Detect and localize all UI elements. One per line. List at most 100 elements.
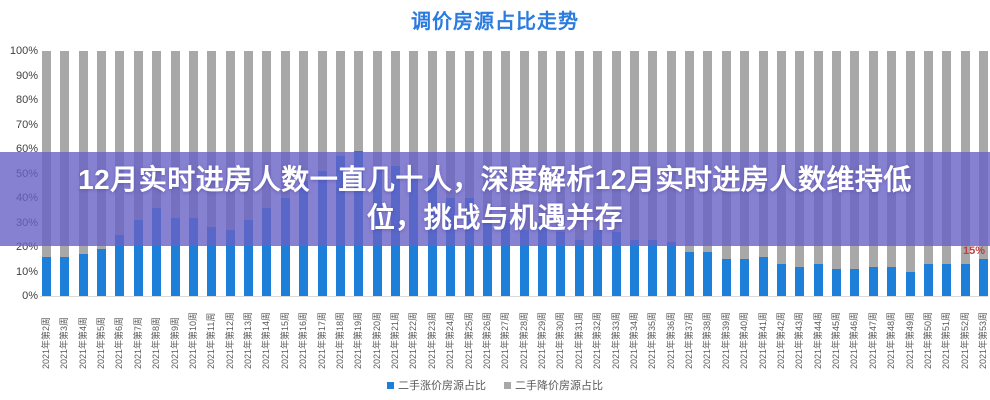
bar-segment-down (409, 51, 419, 179)
bar-segment-up (942, 264, 952, 296)
x-tick-label: 2021年第2周 (41, 316, 51, 369)
x-tick-label: 2021年第41周 (757, 311, 768, 369)
stacked-bar (207, 51, 217, 296)
y-tick-label: 70% (15, 118, 38, 131)
x-tick-label: 2021年第5周 (96, 316, 107, 369)
x-tick-label: 2021年第37周 (684, 311, 695, 369)
bar-segment-down (556, 51, 566, 233)
bar-segment-down (427, 51, 437, 179)
x-tick-label: 2021年第12周 (224, 311, 235, 369)
stacked-bar (629, 51, 639, 296)
x-tick-label: 2021年第53周 (978, 311, 988, 369)
bar-segment-up (868, 266, 878, 296)
bar-segment-down (703, 51, 713, 252)
x-tick-label: 2021年第11周 (206, 312, 217, 369)
chart-title: 调价房源占比走势 (411, 11, 579, 33)
bar-segment-up (740, 259, 750, 296)
y-tick-label: 100% (9, 45, 38, 57)
x-tick-label: 2021年第33周 (610, 311, 621, 369)
x-tick-label: 2021年第51周 (941, 311, 952, 369)
x-tick-label: 2021年第47周 (867, 311, 878, 369)
bar-segment-up (813, 264, 823, 296)
bar-segment-up (446, 198, 456, 296)
x-tick-label: 2021年第38周 (702, 311, 713, 369)
stacked-bar (188, 51, 198, 296)
y-tick-label: 0% (22, 290, 38, 302)
bar-segment-up (611, 232, 621, 296)
x-tick-label: 2021年第36周 (665, 311, 676, 369)
stacked-bar (666, 51, 676, 296)
x-tick-label: 2021年第50周 (922, 311, 933, 369)
bar-segment-down (97, 51, 107, 250)
bar-segment-down (170, 51, 180, 218)
bar-segment-up (280, 198, 290, 296)
bar-segment-down (372, 51, 382, 167)
x-tick-label: 2021年第22周 (408, 311, 419, 369)
bar-segment-down (666, 51, 676, 243)
y-tick-label: 80% (15, 94, 38, 106)
bar-segment-down (188, 51, 198, 218)
legend-swatch-up-icon (387, 381, 394, 389)
bar-segment-up (721, 259, 731, 296)
stacked-bar (152, 51, 162, 296)
stacked-bar (482, 51, 492, 296)
bar-segment-up (538, 222, 548, 296)
legend-swatch-down-icon (504, 381, 511, 389)
bar-segment-down (391, 51, 401, 167)
legend-item-down: 二手降价房源占比 (504, 377, 603, 393)
stacked-bar (97, 51, 107, 296)
bar-segment-down (244, 51, 254, 221)
legend-label-down: 二手降价房源占比 (515, 380, 603, 392)
bar-segment-up (97, 249, 107, 296)
x-tick-label: 2021年第13周 (243, 311, 254, 369)
bar-segment-down (501, 51, 511, 221)
stacked-bar (244, 51, 254, 296)
bar-segment-down (280, 51, 290, 198)
x-tick-label: 2021年第29周 (537, 311, 548, 369)
bar-segment-down (207, 51, 217, 228)
stacked-bar (538, 51, 548, 296)
headline-line-1: 12月实时进房人数一直几十人，深度解析12月实时进房人数维持低 (78, 164, 912, 195)
bar-segment-down (225, 51, 235, 230)
bar-segment-down (152, 51, 162, 208)
y-tick-label: 10% (15, 265, 38, 278)
headline-overlay-banner: 12月实时进房人数一直几十人，深度解析12月实时进房人数维持低 位，挑战与机遇并… (0, 152, 990, 246)
bar-segment-down (629, 51, 639, 240)
x-tick-label: 2021年第26周 (481, 311, 492, 369)
x-tick-label: 2021年第24周 (445, 311, 456, 369)
stacked-bar (556, 51, 566, 296)
bar-segment-down (133, 51, 143, 221)
x-tick-label: 2021年第44周 (812, 311, 823, 369)
stacked-bar (648, 51, 658, 296)
x-tick-label: 2021年第28周 (518, 311, 529, 369)
x-tick-label: 2021年第21周 (390, 311, 401, 369)
x-tick-label: 2021年第31周 (573, 311, 584, 369)
x-tick-label: 2021年第4周 (77, 316, 88, 369)
x-tick-label: 2021年第3周 (59, 316, 70, 369)
x-tick-label: 2021年第14周 (261, 311, 272, 369)
stacked-bar (133, 51, 143, 296)
bar-segment-up (629, 239, 639, 296)
bar-segment-up (170, 217, 180, 296)
bar-segment-down (299, 51, 309, 181)
x-tick-label: 2021年第20周 (371, 311, 382, 369)
bar-segment-down (648, 51, 658, 240)
bar-segment-up (832, 269, 842, 296)
bar-segment-up (648, 239, 658, 296)
x-tick-label: 2021年第19周 (353, 311, 364, 369)
stacked-bar (280, 51, 290, 296)
bar-segment-up (979, 259, 988, 296)
x-tick-label: 2021年第45周 (831, 311, 842, 369)
stacked-bar (262, 51, 272, 296)
stacked-bar (446, 51, 456, 296)
stacked-bar (574, 51, 584, 296)
bar-segment-up (464, 198, 474, 296)
stacked-bar (519, 51, 529, 296)
bar-segment-up (905, 271, 915, 296)
stacked-bar (115, 51, 125, 296)
bar-segment-down (538, 51, 548, 223)
x-tick-label: 2021年第15周 (279, 311, 290, 369)
x-tick-label: 2021年第32周 (592, 311, 603, 369)
stacked-bar (593, 51, 603, 296)
